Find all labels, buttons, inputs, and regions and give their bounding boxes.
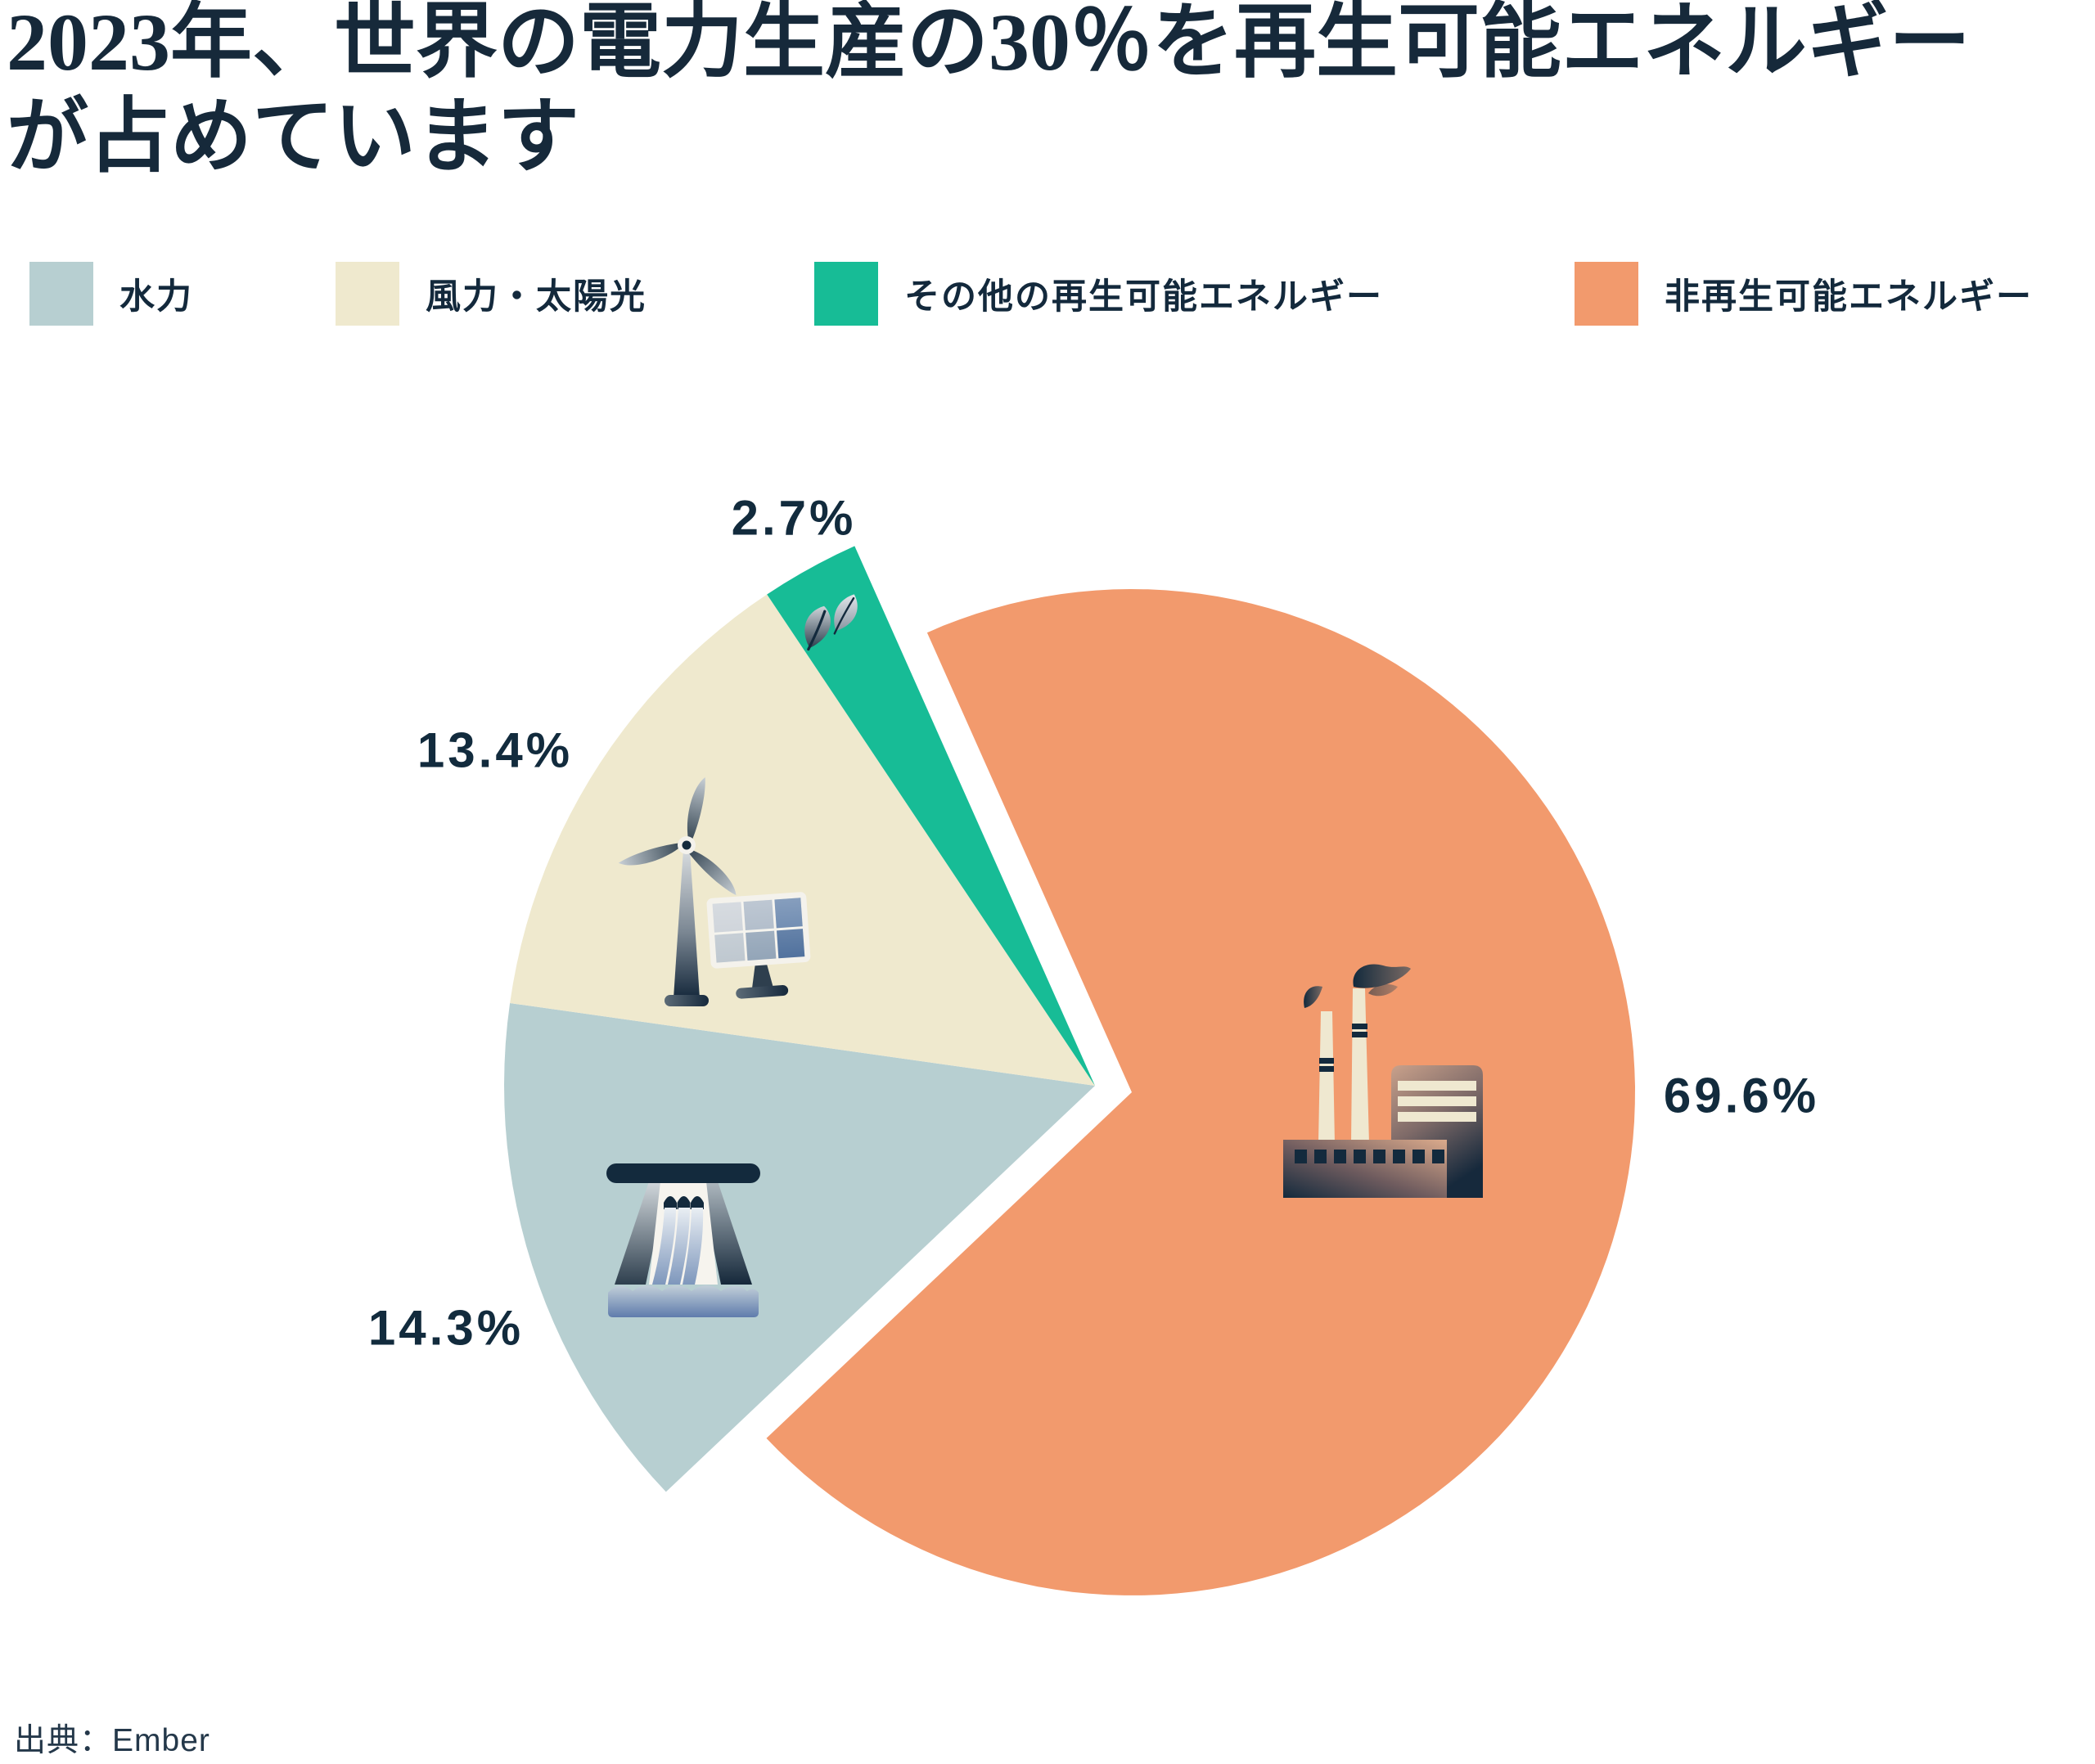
leaf-icon — [798, 589, 863, 655]
pie-slice-other-renewables — [767, 546, 1095, 1086]
pie-slice-nonrenewable — [766, 589, 1635, 1595]
source-note: 出典：Ember — [14, 1723, 210, 1758]
slice-value-wind-solar: 13.4% — [417, 722, 574, 778]
slice-value-nonrenewable: 69.6% — [1663, 1068, 1820, 1123]
legend-label-other-renewables: その他の再生可能エネルギー — [904, 277, 1383, 317]
legend-swatch-hydro — [29, 262, 93, 326]
legend-label-hydro: 水力 — [119, 277, 193, 317]
pie-slice-wind-solar — [510, 594, 1095, 1086]
legend-swatch-wind-solar — [336, 262, 399, 326]
dam-icon — [601, 1160, 765, 1324]
legend-item-nonrenewable: 非再生可能エネルギー — [1575, 262, 2033, 326]
factory-icon — [1273, 964, 1486, 1201]
chart-title-line1: 2023年、世界の電力生産の30％を再生可能エネルギー — [7, 0, 1971, 88]
chart-title: 2023年、世界の電力生産の30％を再生可能エネルギー が占めています — [7, 0, 2092, 185]
legend-swatch-nonrenewable — [1575, 262, 1638, 326]
slice-value-hydro: 14.3% — [367, 1300, 525, 1356]
legend-label-nonrenewable: 非再生可能エネルギー — [1665, 277, 2033, 317]
legend-item-hydro: 水力 — [29, 262, 193, 326]
legend-swatch-other-renewables — [814, 262, 878, 326]
legend-item-wind-solar: 風力・太陽光 — [336, 262, 647, 326]
legend: 水力 風力・太陽光 その他の再生可能エネルギー 非再生可能エネルギー — [0, 262, 2095, 327]
legend-label-wind-solar: 風力・太陽光 — [426, 277, 647, 317]
pie-slice-hydro — [504, 1003, 1095, 1492]
legend-item-other-renewables: その他の再生可能エネルギー — [814, 262, 1383, 326]
slice-value-other-renewables: 2.7% — [731, 490, 857, 546]
wind-turbine-solar-panel-icon — [596, 718, 837, 1013]
chart-title-line2: が占めています — [7, 92, 579, 182]
